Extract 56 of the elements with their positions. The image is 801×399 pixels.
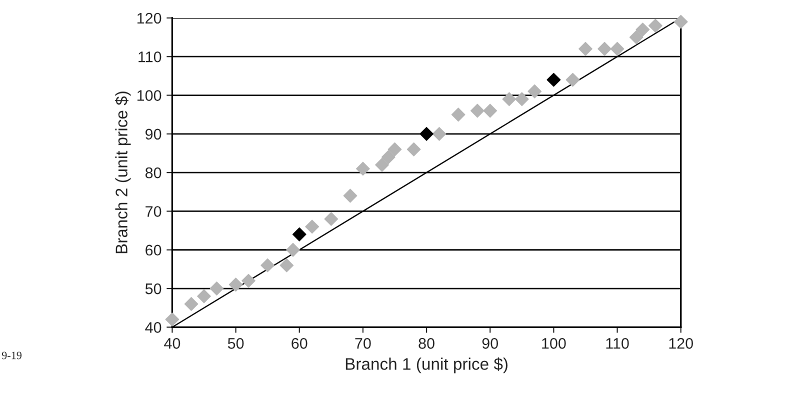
point bbox=[286, 242, 300, 257]
point bbox=[636, 22, 650, 37]
point bbox=[546, 72, 561, 87]
point bbox=[420, 126, 434, 141]
x-tick-label: 80 bbox=[418, 338, 434, 349]
text: 9-19 bbox=[2, 352, 22, 360]
y-tick-label: 90 bbox=[146, 128, 162, 140]
point bbox=[648, 18, 662, 33]
point bbox=[528, 84, 542, 98]
point bbox=[280, 258, 294, 272]
point bbox=[388, 142, 402, 156]
point bbox=[674, 14, 688, 29]
point bbox=[292, 227, 306, 242]
x-tick-label: 40 bbox=[164, 338, 180, 349]
point bbox=[483, 104, 498, 118]
point bbox=[432, 126, 446, 141]
point bbox=[184, 297, 198, 311]
point bbox=[381, 150, 396, 164]
point bbox=[165, 312, 180, 326]
point bbox=[210, 282, 224, 296]
point bbox=[242, 274, 256, 288]
point bbox=[451, 108, 466, 122]
point bbox=[260, 258, 275, 272]
point bbox=[356, 162, 370, 176]
x-tick-label: 110 bbox=[606, 338, 629, 349]
y-axis-title: Branch 2 (unit price $) bbox=[114, 92, 131, 254]
point bbox=[566, 72, 580, 87]
x-tick-label: 70 bbox=[355, 338, 371, 349]
point bbox=[228, 278, 243, 292]
y-tick-label: 80 bbox=[145, 167, 162, 178]
point bbox=[514, 92, 529, 106]
point bbox=[502, 92, 516, 106]
x-tick-label: 50 bbox=[228, 338, 244, 349]
y-tick-label: 60 bbox=[146, 244, 162, 256]
y-tick-label: 70 bbox=[146, 206, 162, 217]
point bbox=[324, 212, 338, 226]
point bbox=[406, 142, 421, 156]
x-tick-label: 120 bbox=[669, 338, 693, 349]
x-axis-title: Branch 1 (unit price $) bbox=[346, 357, 508, 374]
y-tick-label: 50 bbox=[145, 283, 162, 294]
point bbox=[578, 42, 592, 56]
point bbox=[470, 104, 484, 118]
point bbox=[305, 220, 320, 234]
point bbox=[610, 42, 624, 56]
point bbox=[598, 42, 612, 56]
point bbox=[629, 30, 644, 44]
point bbox=[375, 158, 389, 172]
x-tick-label: 60 bbox=[292, 338, 308, 349]
point bbox=[343, 188, 358, 203]
y-tick-label: 100 bbox=[137, 90, 162, 101]
y-tick-label: 120 bbox=[137, 12, 162, 24]
y-tick-label: 110 bbox=[138, 51, 162, 62]
x-tick-label: 100 bbox=[542, 338, 566, 349]
point bbox=[197, 289, 211, 304]
x-tick-label: 90 bbox=[482, 338, 498, 349]
y-tick-label: 40 bbox=[145, 322, 162, 333]
